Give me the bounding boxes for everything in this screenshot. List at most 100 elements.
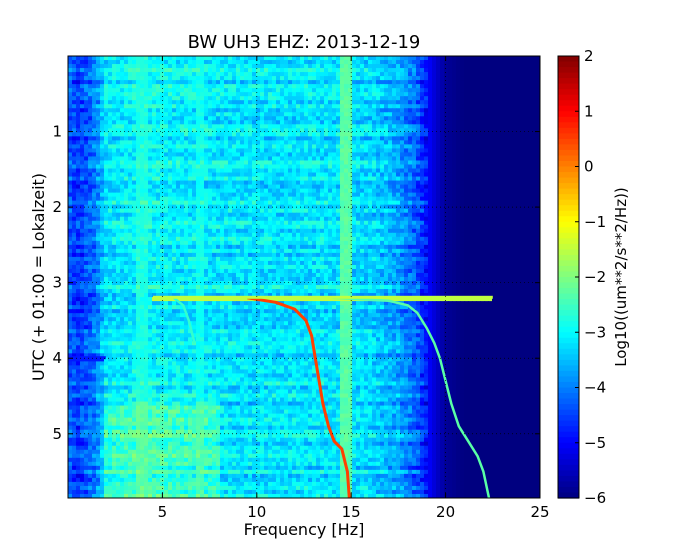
- spectrogram-cell: [396, 80, 401, 85]
- spectrogram-cell: [284, 104, 289, 109]
- spectrogram-cell: [128, 116, 133, 121]
- spectrogram-cell: [400, 92, 405, 97]
- spectrogram-cell: [156, 88, 161, 93]
- spectrogram-cell: [100, 168, 105, 174]
- spectrogram-cell: [256, 200, 261, 206]
- spectrogram-cell: [188, 116, 193, 121]
- spectrogram-cell: [148, 124, 153, 129]
- spectrogram-cell: [336, 176, 341, 182]
- spectrogram-cell: [340, 60, 345, 65]
- spectrogram-cell: [396, 124, 401, 129]
- spectrogram-cell: [132, 164, 137, 170]
- spectrogram-cell: [96, 196, 101, 202]
- spectrogram-cell: [288, 148, 293, 154]
- spectrogram-cell: [428, 196, 433, 202]
- spectrogram-cell: [228, 204, 233, 210]
- spectrogram-cell: [212, 136, 217, 141]
- spectrogram-cell: [264, 84, 269, 89]
- spectrogram-cell: [428, 60, 433, 65]
- spectrogram-cell: [524, 220, 529, 226]
- spectrogram-cell: [200, 72, 205, 77]
- spectrogram-cell: [192, 132, 197, 137]
- spectrogram-cell: [124, 168, 129, 174]
- spectrogram-cell: [176, 88, 181, 93]
- spectrogram-cell: [272, 196, 277, 202]
- spectrogram-cell: [292, 148, 297, 154]
- spectrogram-cell: [356, 60, 361, 65]
- spectrogram-cell: [176, 160, 181, 166]
- spectrogram-cell: [116, 72, 121, 77]
- spectrogram-cell: [444, 172, 449, 178]
- spectrogram-cell: [236, 100, 241, 105]
- spectrogram-cell: [344, 196, 349, 202]
- spectrogram-cell: [232, 180, 237, 186]
- spectrogram-cell: [384, 68, 389, 73]
- spectrogram-cell: [532, 124, 537, 129]
- spectrogram-cell: [412, 136, 417, 141]
- spectrogram-cell: [164, 176, 169, 182]
- spectrogram-cell: [424, 168, 429, 174]
- spectrogram-cell: [496, 184, 501, 190]
- spectrogram-cell: [236, 96, 241, 101]
- spectrogram-cell: [444, 132, 449, 137]
- spectrogram-cell: [140, 88, 145, 93]
- spectrogram-cell: [372, 216, 377, 222]
- spectrogram-cell: [136, 124, 141, 129]
- spectrogram-cell: [224, 220, 229, 226]
- spectrogram-cell: [76, 160, 81, 166]
- spectrogram-cell: [344, 200, 349, 206]
- spectrogram-cell: [116, 104, 121, 109]
- spectrogram-cell: [104, 76, 109, 81]
- spectrogram-cell: [288, 116, 293, 121]
- spectrogram-cell: [208, 156, 213, 162]
- spectrogram-cell: [440, 116, 445, 121]
- spectrogram-cell: [312, 68, 317, 73]
- spectrogram-cell: [452, 136, 457, 141]
- spectrogram-cell: [320, 72, 325, 77]
- spectrogram-cell: [196, 204, 201, 210]
- spectrogram-cell: [432, 128, 437, 133]
- spectrogram-cell: [108, 208, 113, 214]
- spectrogram-cell: [228, 192, 233, 198]
- spectrogram-cell: [496, 68, 501, 73]
- spectrogram-cell: [424, 124, 429, 129]
- spectrogram-cell: [344, 56, 349, 61]
- spectrogram-cell: [428, 136, 433, 141]
- spectrogram-cell: [376, 160, 381, 166]
- spectrogram-cell: [392, 148, 397, 154]
- spectrogram-cell: [528, 108, 533, 113]
- spectrogram-cell: [216, 160, 221, 166]
- spectrogram-cell: [516, 156, 521, 162]
- spectrogram-cell: [260, 136, 265, 141]
- spectrogram-cell: [124, 224, 129, 230]
- spectrogram-cell: [152, 68, 157, 73]
- spectrogram-cell: [292, 208, 297, 214]
- spectrogram-cell: [156, 84, 161, 89]
- spectrogram-cell: [184, 148, 189, 154]
- spectrogram-cell: [464, 152, 469, 158]
- spectrogram-cell: [224, 132, 229, 137]
- spectrogram-cell: [316, 140, 321, 145]
- spectrogram-cell: [432, 172, 437, 178]
- spectrogram-cell: [252, 56, 257, 61]
- spectrogram-cell: [484, 56, 489, 61]
- spectrogram-cell: [116, 184, 121, 190]
- spectrogram-cell: [124, 60, 129, 65]
- spectrogram-cell: [176, 180, 181, 186]
- spectrogram-cell: [100, 76, 105, 81]
- spectrogram-cell: [308, 144, 313, 150]
- spectrogram-cell: [440, 60, 445, 65]
- spectrogram-cell: [80, 180, 85, 186]
- spectrogram-cell: [328, 220, 333, 226]
- spectrogram-cell: [136, 132, 141, 137]
- spectrogram-cell: [280, 120, 285, 125]
- spectrogram-cell: [280, 196, 285, 202]
- spectrogram-cell: [520, 124, 525, 129]
- spectrogram-cell: [332, 180, 337, 186]
- spectrogram-cell: [224, 176, 229, 182]
- spectrogram-cell: [192, 136, 197, 141]
- spectrogram-cell: [76, 72, 81, 77]
- spectrogram-cell: [488, 156, 493, 162]
- spectrogram-cell: [388, 184, 393, 190]
- spectrogram-cell: [476, 104, 481, 109]
